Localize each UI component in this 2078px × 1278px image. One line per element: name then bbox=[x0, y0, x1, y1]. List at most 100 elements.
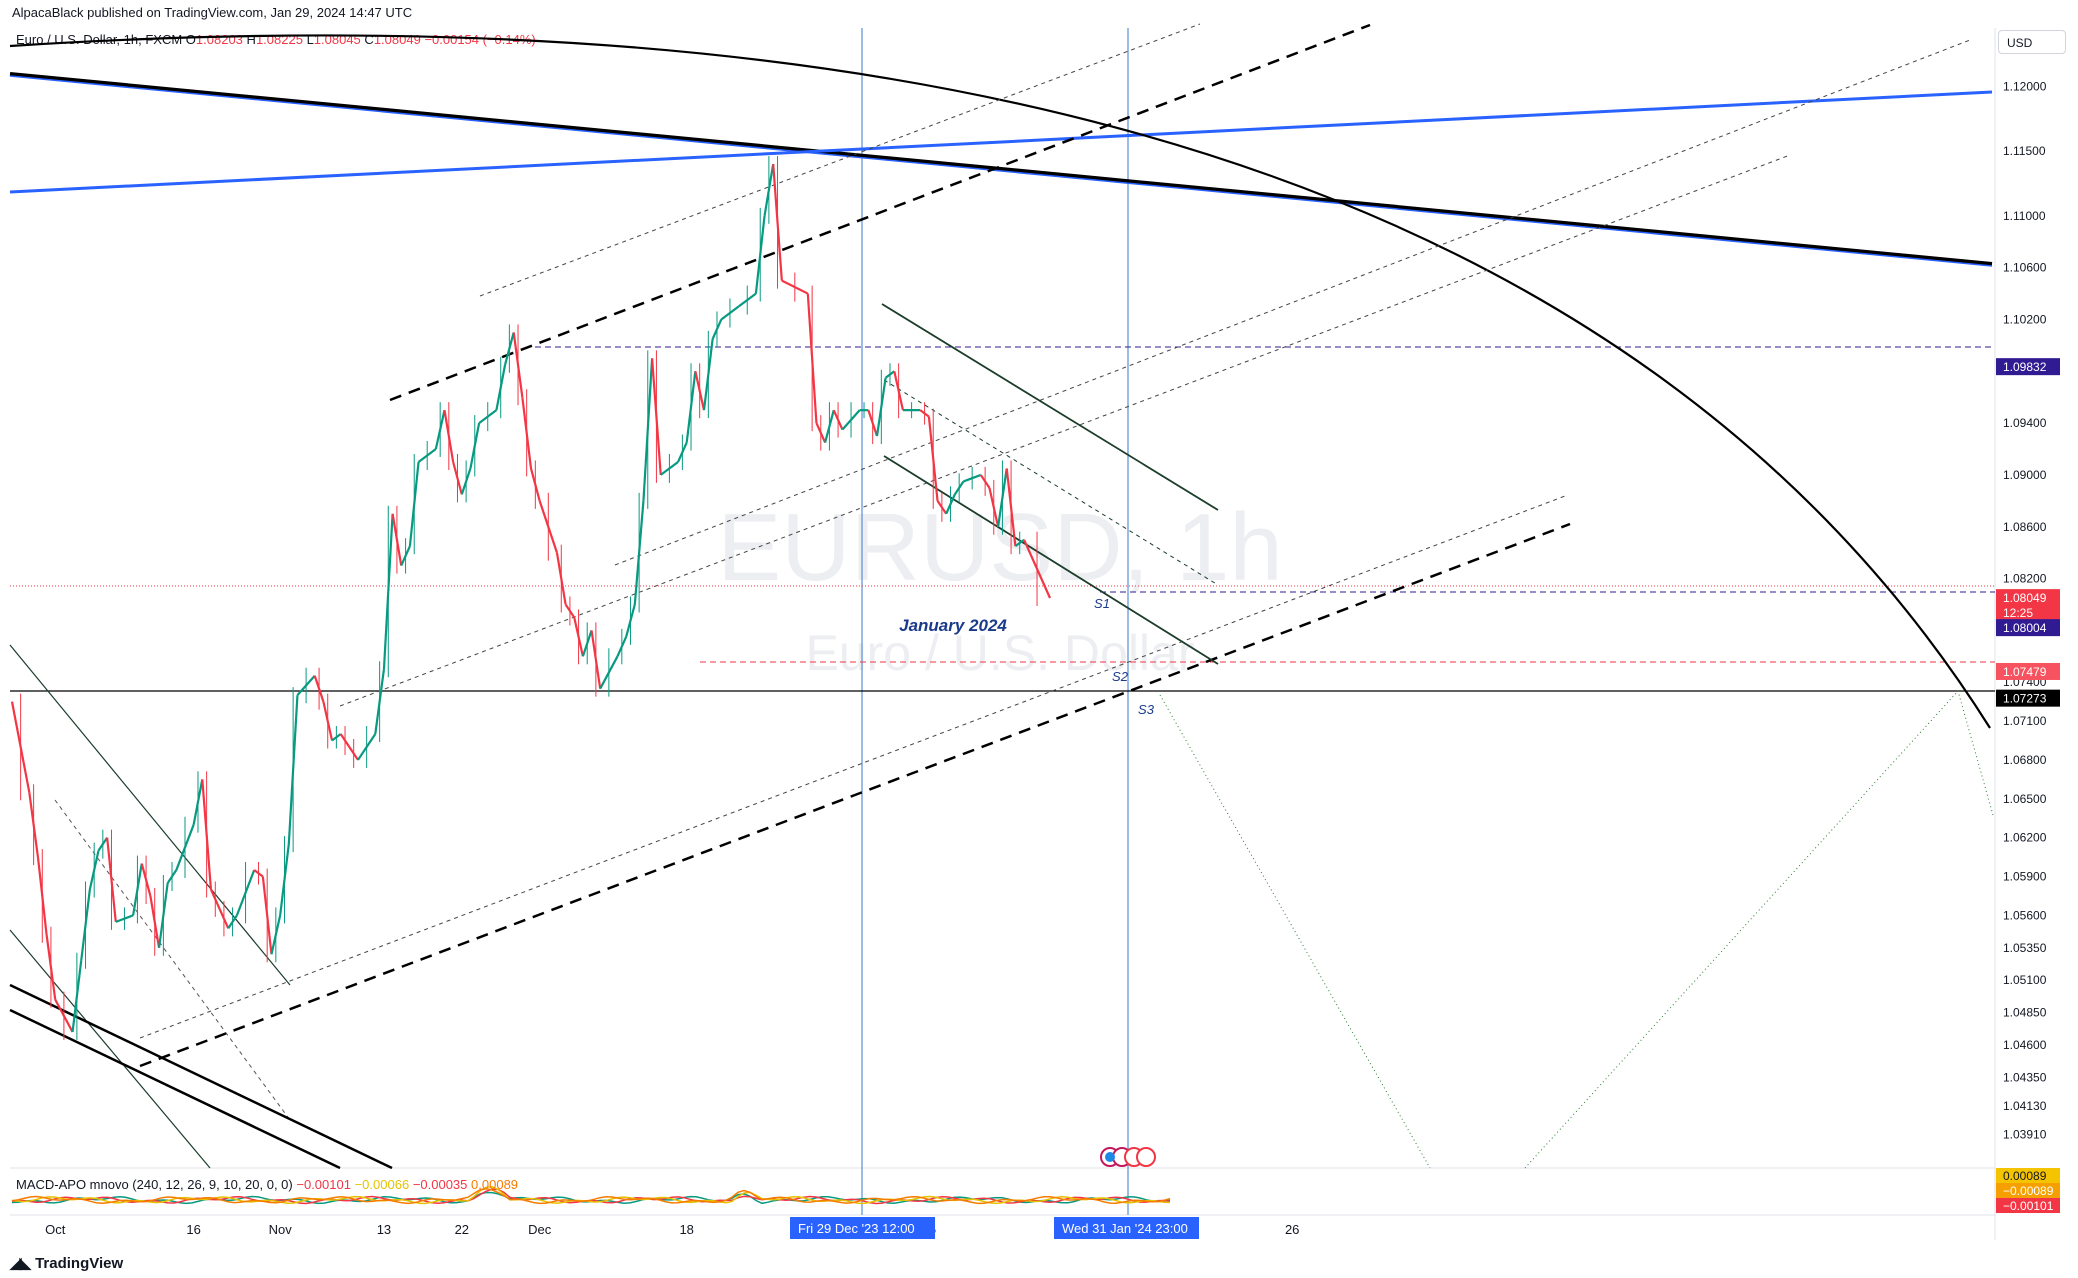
event-icon[interactable] bbox=[1136, 1147, 1156, 1167]
price-series bbox=[10, 156, 1052, 1040]
price-tick-label: 1.05900 bbox=[2003, 870, 2047, 884]
macd-badge-label: −0.00089 bbox=[2003, 1184, 2054, 1198]
macd-label[interactable]: MACD-APO mnovo (240, 12, 26, 9, 10, 20, … bbox=[16, 1177, 293, 1192]
price-tick-label: 1.11500 bbox=[2003, 144, 2046, 158]
price-badge-bg bbox=[1996, 358, 2060, 376]
price-tick-label: 1.11000 bbox=[2003, 209, 2046, 223]
macd-scale: 0.00089−0.00089−0.00101 bbox=[1996, 1168, 2060, 1213]
macd-badge-label: 0.00089 bbox=[2003, 1169, 2047, 1183]
change-value: −0.00154 (−0.14%) bbox=[424, 32, 536, 47]
open-label: O bbox=[185, 32, 196, 47]
left-support-1 bbox=[9, 983, 393, 1170]
channel-thin-2 bbox=[614, 39, 1971, 566]
currency-button[interactable]: USD bbox=[1998, 30, 2066, 54]
macd-line bbox=[11, 1186, 1171, 1205]
channel-upper-dashed bbox=[389, 23, 1371, 402]
time-badges: Fri 29 Dec '23 12:00 Wed 31 Jan '24 23:00 bbox=[790, 1217, 1199, 1239]
price-tick-label: 1.06800 bbox=[2003, 753, 2047, 767]
time-badge-label: Wed 31 Jan '24 23:00 bbox=[1062, 1221, 1188, 1236]
price-badge-bg bbox=[1996, 662, 2060, 680]
price-badge-label: 1.07479 bbox=[2003, 665, 2047, 679]
price-tick-label: 1.12000 bbox=[2003, 79, 2047, 93]
price-badge-label: 12:25 bbox=[2003, 606, 2033, 620]
macd-line bbox=[11, 1188, 1171, 1205]
time-tick-label: Nov bbox=[269, 1222, 293, 1237]
annotation-january: January 2024 bbox=[899, 616, 1007, 635]
price-badge-bg bbox=[1996, 589, 2060, 607]
time-badge-bg bbox=[1054, 1217, 1199, 1239]
jan-channel-upper bbox=[881, 303, 1219, 511]
annotation-s1: S1 bbox=[1094, 596, 1110, 611]
price-badge-label: 1.08004 bbox=[2003, 621, 2047, 635]
macd-legend: MACD-APO mnovo (240, 12, 26, 9, 10, 20, … bbox=[16, 1177, 518, 1192]
tradingview-logo-icon: ◢◣ bbox=[10, 1255, 31, 1272]
price-tick-label: 1.03910 bbox=[2003, 1127, 2047, 1141]
macd-value-3: −0.00035 bbox=[412, 1177, 468, 1192]
time-badge-label: Fri 29 Dec '23 12:00 bbox=[798, 1221, 915, 1236]
price-tick-label: 1.05600 bbox=[2003, 908, 2047, 922]
macd-pane bbox=[11, 1186, 1171, 1205]
price-tick-label: 1.06200 bbox=[2003, 831, 2047, 845]
close-label: C bbox=[364, 32, 374, 47]
time-tick-label: 26 bbox=[1285, 1222, 1299, 1237]
price-tick-label: 1.10600 bbox=[2003, 261, 2047, 275]
price-tick-label: 1.07100 bbox=[2003, 714, 2047, 728]
event-icons[interactable] bbox=[1100, 1147, 1156, 1167]
publisher-header: AlpacaBlack published on TradingView.com… bbox=[12, 5, 413, 20]
macd-badge-bg bbox=[1996, 1183, 2060, 1198]
event-icon-dot bbox=[1105, 1152, 1115, 1162]
rising-blue-line bbox=[9, 90, 1993, 194]
macd-badge-label: −0.00101 bbox=[2003, 1199, 2054, 1213]
price-badge-bg bbox=[1996, 604, 2060, 622]
price-tick-label: 1.05350 bbox=[2003, 941, 2047, 955]
price-tick-label: 1.05100 bbox=[2003, 973, 2047, 987]
annotation-s2: S2 bbox=[1112, 669, 1129, 684]
channel-thin-1 bbox=[479, 23, 1201, 297]
high-label: H bbox=[246, 32, 256, 47]
major-resistance-line bbox=[9, 72, 1993, 266]
price-badge-bg bbox=[1996, 619, 2060, 637]
macd-badge-bg bbox=[1996, 1198, 2060, 1213]
left-support-2 bbox=[9, 1008, 341, 1170]
time-tick-label: 13 bbox=[377, 1222, 391, 1237]
jan-channel-mid bbox=[883, 379, 1219, 586]
macd-badge-bg bbox=[1996, 1168, 2060, 1183]
price-badge-label: 1.07273 bbox=[2003, 692, 2047, 706]
tradingview-logo[interactable]: ◢◣ TradingView bbox=[10, 1254, 124, 1273]
left-channel-mid bbox=[54, 799, 291, 1121]
price-tick-label: 1.09400 bbox=[2003, 416, 2047, 430]
price-tick-label: 1.04130 bbox=[2003, 1099, 2047, 1113]
price-badge-label: 1.09832 bbox=[2003, 360, 2047, 374]
price-tick-label: 1.08600 bbox=[2003, 520, 2047, 534]
left-channel-lower bbox=[9, 929, 211, 1169]
channel-thin-3 bbox=[339, 154, 1791, 707]
time-tick-label: 18 bbox=[679, 1222, 693, 1237]
jan-channel-lower bbox=[883, 455, 1219, 665]
tradingview-brand: TradingView bbox=[35, 1254, 124, 1272]
price-tick-label: 1.04850 bbox=[2003, 1006, 2047, 1020]
price-tick-label: 1.04600 bbox=[2003, 1038, 2047, 1052]
major-resistance-line-blue bbox=[9, 75, 1993, 267]
projection-up bbox=[1524, 689, 1994, 1169]
time-tick-label: 22 bbox=[455, 1222, 469, 1237]
time-tick-label: Oct bbox=[45, 1222, 66, 1237]
macd-value-4: 0.00089 bbox=[471, 1177, 519, 1192]
time-tick-label: Dec bbox=[528, 1222, 552, 1237]
price-tick-label: 1.04350 bbox=[2003, 1070, 2047, 1084]
watermark-name: Euro / U.S. Dollar bbox=[805, 625, 1194, 681]
time-badge-bg bbox=[790, 1217, 935, 1239]
price-axis[interactable]: 1.12000 1.11500 1.11000 1.10600 1.10200 1.094… bbox=[2003, 79, 2047, 1141]
price-tick-label: 1.08200 bbox=[2003, 572, 2047, 586]
annotation-s3: S3 bbox=[1138, 702, 1155, 717]
price-badge-bg bbox=[1996, 689, 2060, 707]
projection-down bbox=[1159, 694, 1431, 1169]
left-channel-upper bbox=[9, 644, 291, 986]
arc-curve bbox=[9, 34, 1991, 729]
price-tick-label: 1.06500 bbox=[2003, 792, 2047, 806]
macd-value-2: −0.00066 bbox=[354, 1177, 410, 1192]
price-badge-label: 1.08049 bbox=[2003, 591, 2047, 605]
channel-lower-dashed bbox=[139, 522, 1571, 1068]
low-label: L bbox=[306, 32, 314, 47]
